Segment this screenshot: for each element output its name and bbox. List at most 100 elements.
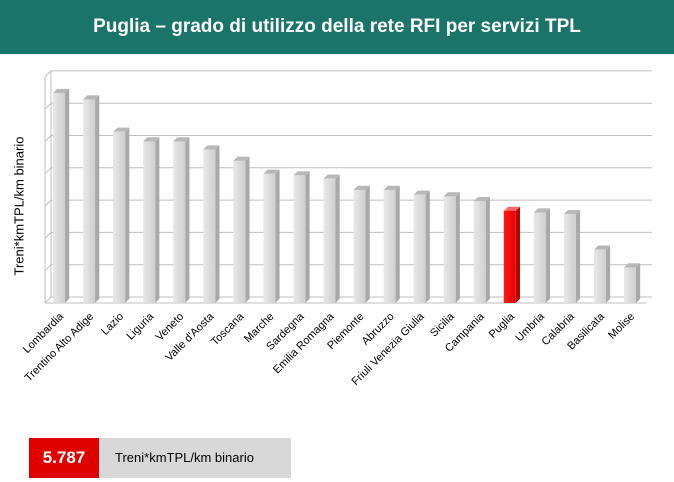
bar-front [293,175,306,303]
grid-lines [44,70,652,304]
bar-front [473,201,486,303]
bar-top [143,137,160,142]
bar-top [413,190,430,195]
bar [353,185,370,303]
bar [533,208,551,303]
bar-side [545,208,551,303]
bar-front [83,99,96,303]
bar-front [113,131,126,303]
bar [563,209,581,303]
bar [383,185,400,303]
title-bar: Puglia – grado di utilizzo della rete RF… [0,0,674,54]
bar [623,263,641,303]
bar-top [533,208,551,213]
bar [323,174,340,303]
x-tick-label: Molise [606,311,637,342]
bar [293,171,310,303]
gridline-side [44,232,52,239]
bar-front [503,210,516,303]
bar [233,156,250,303]
bar-side [95,95,100,303]
summary-value-badge: 5.787 [29,438,99,478]
bar-top [173,137,190,142]
bar-side [365,185,370,303]
bar [593,245,611,303]
x-tick-label: Liguria [124,310,156,342]
bar-side [65,88,70,303]
bar-front [263,173,276,303]
bar [443,192,460,303]
bar-side [515,206,520,303]
bar [413,190,430,303]
bar [263,169,280,303]
bar-front [413,194,426,303]
bar-side [245,156,250,303]
bar-side [605,245,611,303]
bars [53,88,641,303]
bar-top [593,245,611,250]
page-title: Puglia – grado di utilizzo della rete RF… [93,16,581,37]
bar-side [155,137,160,303]
bar-top [203,145,220,150]
bar-top [113,127,130,132]
gridline-side [44,135,52,142]
bar-side [575,209,581,303]
x-tick-label: Toscana [209,310,247,348]
bar [113,127,130,303]
bar-top [263,169,280,174]
bar-top [233,156,250,161]
bar-top [83,95,100,100]
bar-side [635,263,641,303]
x-tick-label: Lazio [99,311,126,338]
bar-front [383,189,396,303]
bar-front [443,196,456,303]
bar-top [293,171,310,176]
bar-front [203,149,216,303]
bar [83,95,100,303]
bar-front [323,178,336,303]
gridline-side [44,199,52,207]
bar-top [473,197,490,202]
gridline-side [44,70,52,78]
gridline-side [44,167,52,175]
bar-highlight [503,206,520,303]
bar [143,137,160,303]
bar-front [233,160,246,303]
bar-top [353,185,370,190]
gridline-side [44,296,52,304]
bar-side [485,197,490,303]
bar-side [305,171,310,303]
summary-unit-label: Treni*kmTPL/km binario [99,438,291,478]
bar-side [395,185,400,303]
bar-front [53,93,66,303]
bar-top [503,206,520,211]
bar [473,197,490,303]
gridline-side [44,102,52,110]
gridline-side [44,264,52,272]
bar-front [533,212,546,303]
bar-side [185,137,190,303]
bar-top [323,174,340,179]
bar-side [455,192,460,303]
bar-front [623,267,636,303]
bar-top [623,263,641,268]
bar-front [173,141,186,303]
bar-front [593,249,606,303]
bar-side [125,127,130,303]
bar-top [443,192,460,197]
bar-side [335,174,340,303]
bar-side [215,145,220,303]
bar-front [143,141,156,303]
bar-front [563,214,576,303]
bar-front [353,189,366,303]
bar-top [53,88,70,94]
bar-side [425,190,430,303]
bar-top [563,209,581,215]
bar-side [275,169,280,303]
bar-top [383,185,400,190]
bar [173,137,190,303]
bar [203,145,220,303]
bar [53,88,70,303]
